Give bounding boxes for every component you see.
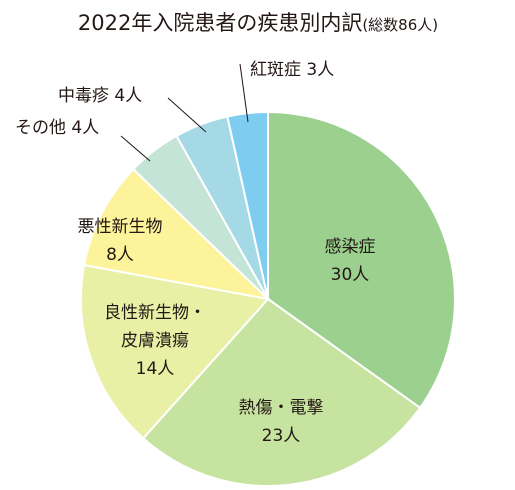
pie-slice [226, 110, 269, 300]
chart-title-main: 2022年入院患者の疾患別内訳 [78, 11, 362, 35]
pie-slice [82, 167, 272, 301]
leader-lines [120, 63, 249, 162]
slice-name-label: 悪性新生物 [78, 217, 163, 237]
slice-name-label: 良性新生物・ [104, 303, 206, 323]
pie-slice [267, 110, 456, 410]
slice-outside-label: その他 4人 [15, 118, 99, 138]
chart-subtitle: (総数86人) [362, 16, 438, 34]
chart-title: 2022年入院患者の疾患別内訳(総数86人) [78, 11, 438, 35]
slice-outside-label: 紅斑症 3人 [250, 60, 334, 80]
leader-line [239, 63, 249, 123]
slice-value-label: 14人 [136, 359, 175, 379]
pie-slices [80, 110, 456, 487]
slice-outside-label: 中毒疹 4人 [58, 86, 142, 106]
pie-slice [80, 263, 270, 440]
slice-name-label: 皮膚潰瘍 [121, 331, 189, 351]
leader-line [120, 135, 151, 162]
slice-value-label: 8人 [106, 245, 134, 265]
slice-name-label: 感染症 [325, 237, 376, 257]
pie-slice [141, 297, 422, 487]
leader-line [167, 97, 207, 133]
slice-value-label: 23人 [262, 426, 301, 446]
slice-name-label: 熱傷・電撃 [239, 398, 324, 418]
slice-value-label: 30人 [331, 265, 370, 285]
